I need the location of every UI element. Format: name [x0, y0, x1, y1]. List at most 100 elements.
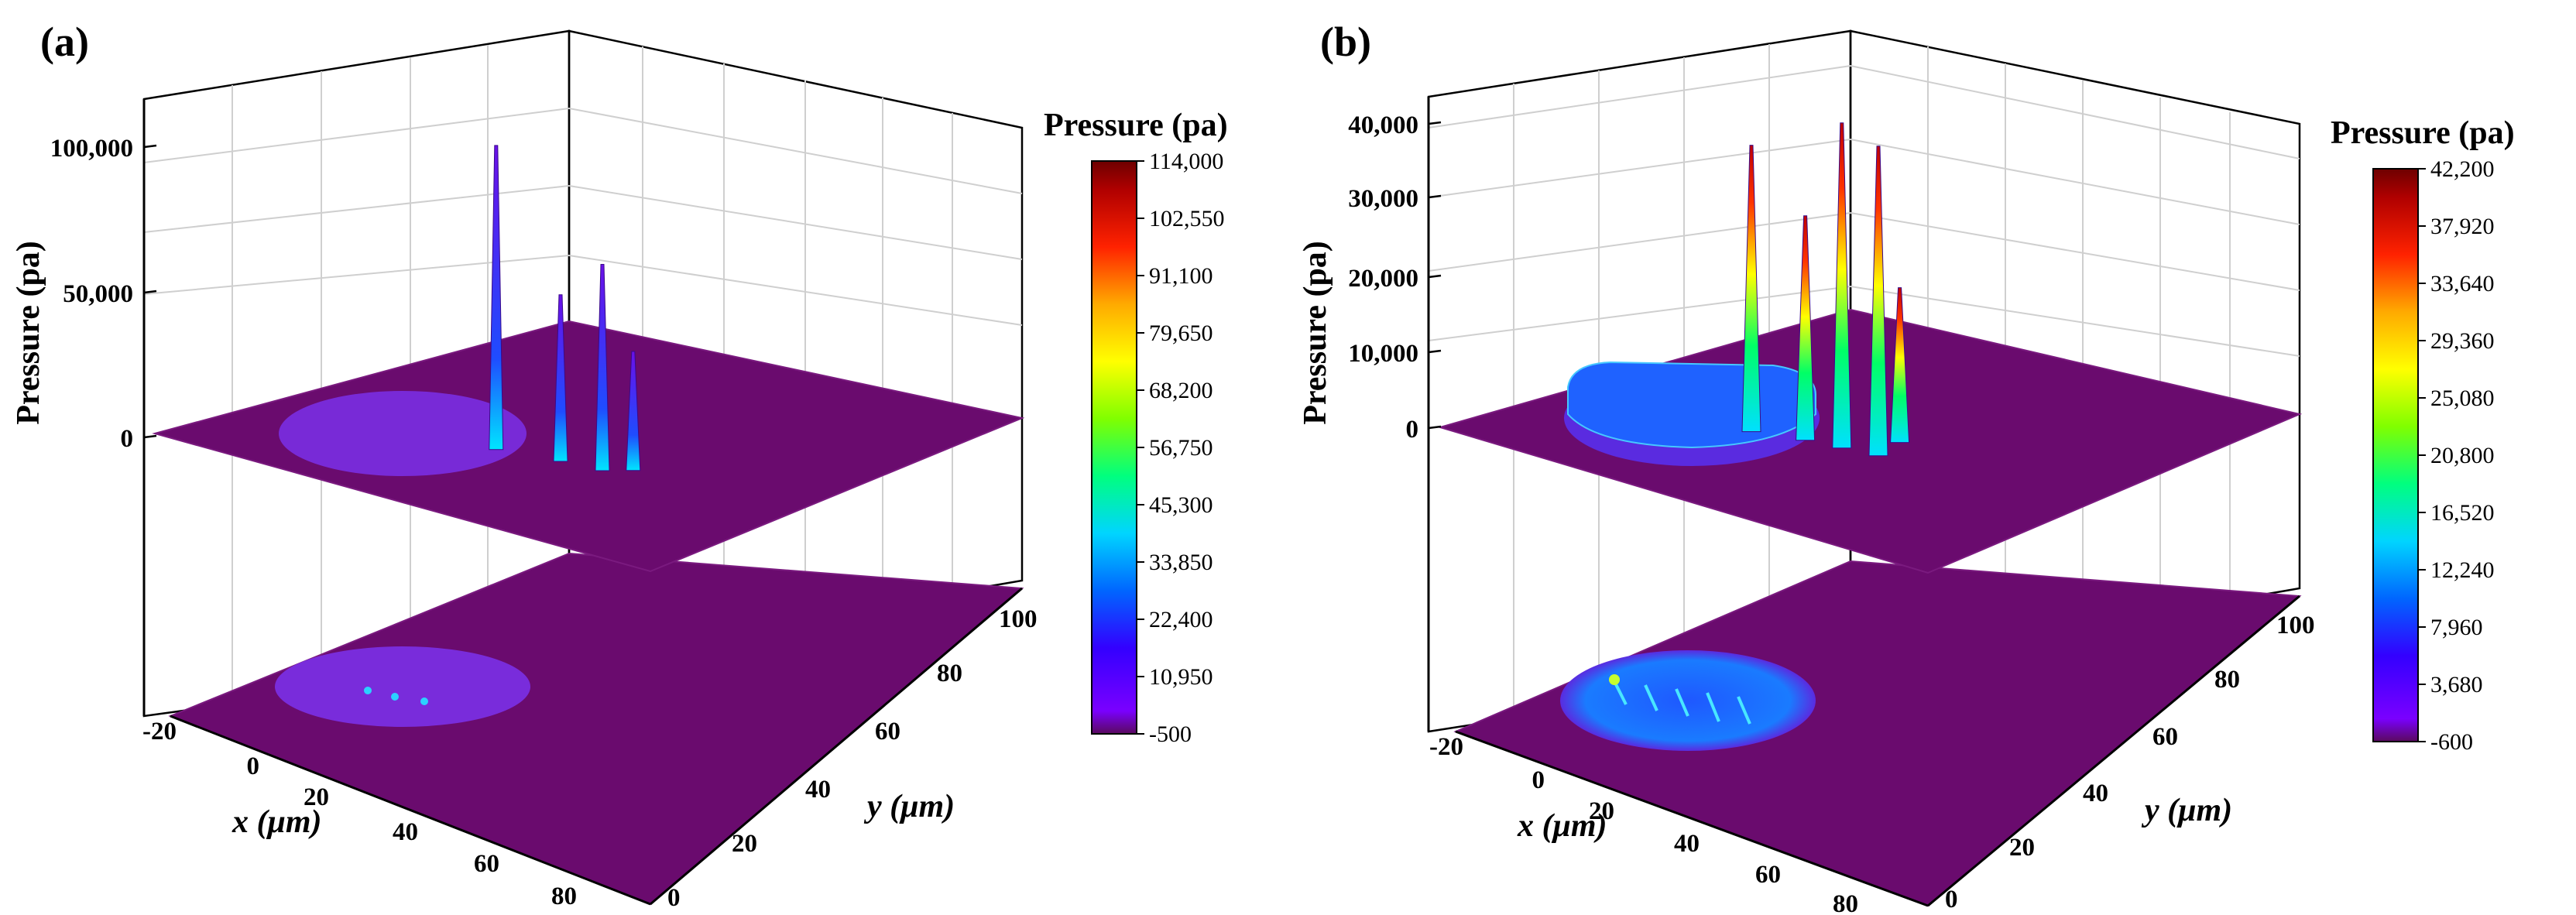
colorbar-tick-label: 25,080 [2430, 386, 2495, 411]
panel-a-x-ticks: -20 0 20 40 60 80 [142, 718, 577, 910]
panel-b-x-label: x (μm) [1517, 808, 1607, 844]
panel-b: (b) [1298, 19, 2515, 915]
panel-a-z-tick: 0 [121, 425, 134, 453]
colorbar-tick-label: 29,360 [2430, 328, 2495, 354]
panel-a-y-tick: 80 [937, 660, 962, 687]
panel-b-z-tick: 40,000 [1348, 111, 1418, 139]
panel-b-floor-droplet [1560, 650, 1816, 751]
colorbar-tick-label: 114,000 [1149, 149, 1223, 174]
panel-b-y-tick: 0 [1945, 886, 1958, 913]
panel-b-z-ticks: 40,000 30,000 20,000 10,000 0 [1348, 111, 1442, 444]
colorbar-tick-label: 102,550 [1149, 206, 1225, 231]
panel-b-y-axis-line [1927, 595, 2300, 907]
panel-a-colorbar-ticks: 114,000 102,550 91,100 79,650 68,200 56,750 45… [1137, 149, 1225, 747]
panel-a-x-tick: 60 [474, 850, 499, 878]
panel-b-floor-spot [1609, 674, 1620, 685]
colorbar-tick-label: 7,960 [2430, 615, 2483, 640]
panel-a-surface [152, 320, 1025, 573]
panel-a-colorbar-title: Pressure (pa) [1044, 108, 1228, 143]
panel-b-y-tick: 80 [2214, 666, 2240, 694]
panel-a-floor-spot-2 [391, 693, 399, 701]
colorbar-tick-label: 16,520 [2430, 500, 2495, 526]
panel-b-x-tick: -20 [1429, 733, 1463, 761]
pressure-peak [553, 294, 568, 462]
colorbar-tick-label: 33,850 [1149, 550, 1213, 575]
colorbar-tick-label: 45,300 [1149, 492, 1213, 518]
panel-a-z-label: Pressure (pa) [11, 241, 46, 425]
panel-b-x-axis-line [1455, 730, 1929, 907]
panel-b-colorbar-title: Pressure (pa) [2331, 115, 2515, 151]
panel-b-y-ticks: 0 20 40 60 80 100 [1945, 612, 2315, 913]
panel-a-floor-spot-3 [420, 697, 428, 705]
panel-a-droplet [279, 391, 527, 476]
panel-a-y-ticks: 0 20 40 60 80 100 [667, 605, 1038, 912]
pressure-peak [595, 264, 610, 471]
colorbar-tick-label: 79,650 [1149, 320, 1213, 346]
panel-a-floor-droplet [275, 646, 530, 727]
colorbar-tick-label: -500 [1149, 721, 1192, 747]
panel-b-z-tick: 20,000 [1348, 265, 1418, 293]
panel-b-colorbar [2372, 168, 2419, 742]
pressure-peak [1796, 215, 1816, 441]
panel-b-x-tick: 60 [1755, 861, 1781, 889]
panel-b-colorbar-ticks: 42,200 37,920 33,640 29,360 25,080 20,800 16,5… [2418, 156, 2495, 755]
panel-b-x-ticks: -20 0 20 40 60 80 [1429, 733, 1858, 915]
panel-a-y-label: y (μm) [863, 789, 955, 824]
panel-a-floor-spot-1 [364, 687, 372, 694]
panel-a-x-label: x (μm) [232, 804, 322, 840]
panel-a-y-tick: 20 [732, 830, 757, 858]
colorbar-tick-label: 12,240 [2430, 557, 2495, 583]
colorbar-tick-label: 91,100 [1149, 263, 1213, 289]
panel-a-y-tick: 100 [999, 605, 1038, 633]
panel-b-x-tick: 80 [1833, 890, 1858, 915]
panel-a-x-tick: 0 [247, 752, 260, 780]
panel-a-y-tick: 0 [667, 884, 681, 912]
panel-b-x-tick: 0 [1532, 766, 1545, 794]
colorbar-tick-label: -600 [2430, 729, 2473, 755]
panel-a-colorbar [1091, 160, 1137, 735]
colorbar-tick-label: 37,920 [2430, 214, 2495, 239]
panel-a-z-tick: 100,000 [50, 135, 133, 163]
panel-b-droplet-body [1567, 361, 1816, 449]
pressure-peak [1868, 146, 1888, 457]
panel-a-x-axis-line [170, 715, 651, 906]
pressure-peak [1741, 145, 1761, 433]
colorbar-tick-label: 3,680 [2430, 672, 2483, 697]
pressure-peak [626, 351, 641, 471]
panel-b-z-tick: 0 [1406, 416, 1419, 444]
panel-b-y-label: y (μm) [2141, 793, 2232, 828]
colorbar-tick-label: 22,400 [1149, 607, 1213, 632]
panel-b-z-label: Pressure (pa) [1298, 241, 1333, 425]
panel-b-y-tick: 20 [2009, 834, 2035, 862]
panel-b-floor-streaks [1613, 680, 1751, 725]
pressure-peak [489, 145, 504, 451]
panel-label-b: (b) [1320, 19, 1371, 65]
panel-a-z-ticks: 100,000 50,000 0 [50, 135, 157, 453]
panel-b-y-tick: 60 [2152, 723, 2178, 751]
colorbar-tick-label: 10,950 [1149, 664, 1213, 690]
panel-a-x-tick: 80 [551, 882, 577, 910]
colorbar-tick-label: 33,640 [2430, 271, 2495, 296]
panel-a-peaks [489, 145, 641, 471]
panel-b-z-tick: 30,000 [1348, 185, 1418, 213]
panel-a-z-tick: 50,000 [63, 280, 133, 308]
colorbar-tick-label: 56,750 [1149, 435, 1213, 461]
panel-a-x-tick: 20 [304, 783, 329, 811]
panel-label-a: (a) [40, 19, 89, 65]
panel-a-y-axis-line [650, 587, 1023, 906]
panel-a-y-tick: 40 [805, 776, 831, 804]
pressure-peak [1890, 287, 1910, 444]
panel-b-x-tick: 20 [1589, 797, 1614, 825]
panel-b-y-tick: 40 [2083, 780, 2108, 807]
panel-b-z-tick: 10,000 [1348, 340, 1418, 368]
pressure-peak [1832, 122, 1852, 449]
panel-a: (a) [11, 19, 1228, 912]
panel-b-peaks [1741, 122, 1910, 457]
panel-b-y-tick: 100 [2276, 612, 2315, 639]
panel-b-x-tick: 40 [1674, 830, 1700, 858]
panel-a-y-tick: 60 [875, 718, 900, 745]
colorbar-tick-label: 20,800 [2430, 443, 2495, 468]
colorbar-tick-label: 68,200 [1149, 378, 1213, 403]
colorbar-tick-label: 42,200 [2430, 156, 2495, 182]
